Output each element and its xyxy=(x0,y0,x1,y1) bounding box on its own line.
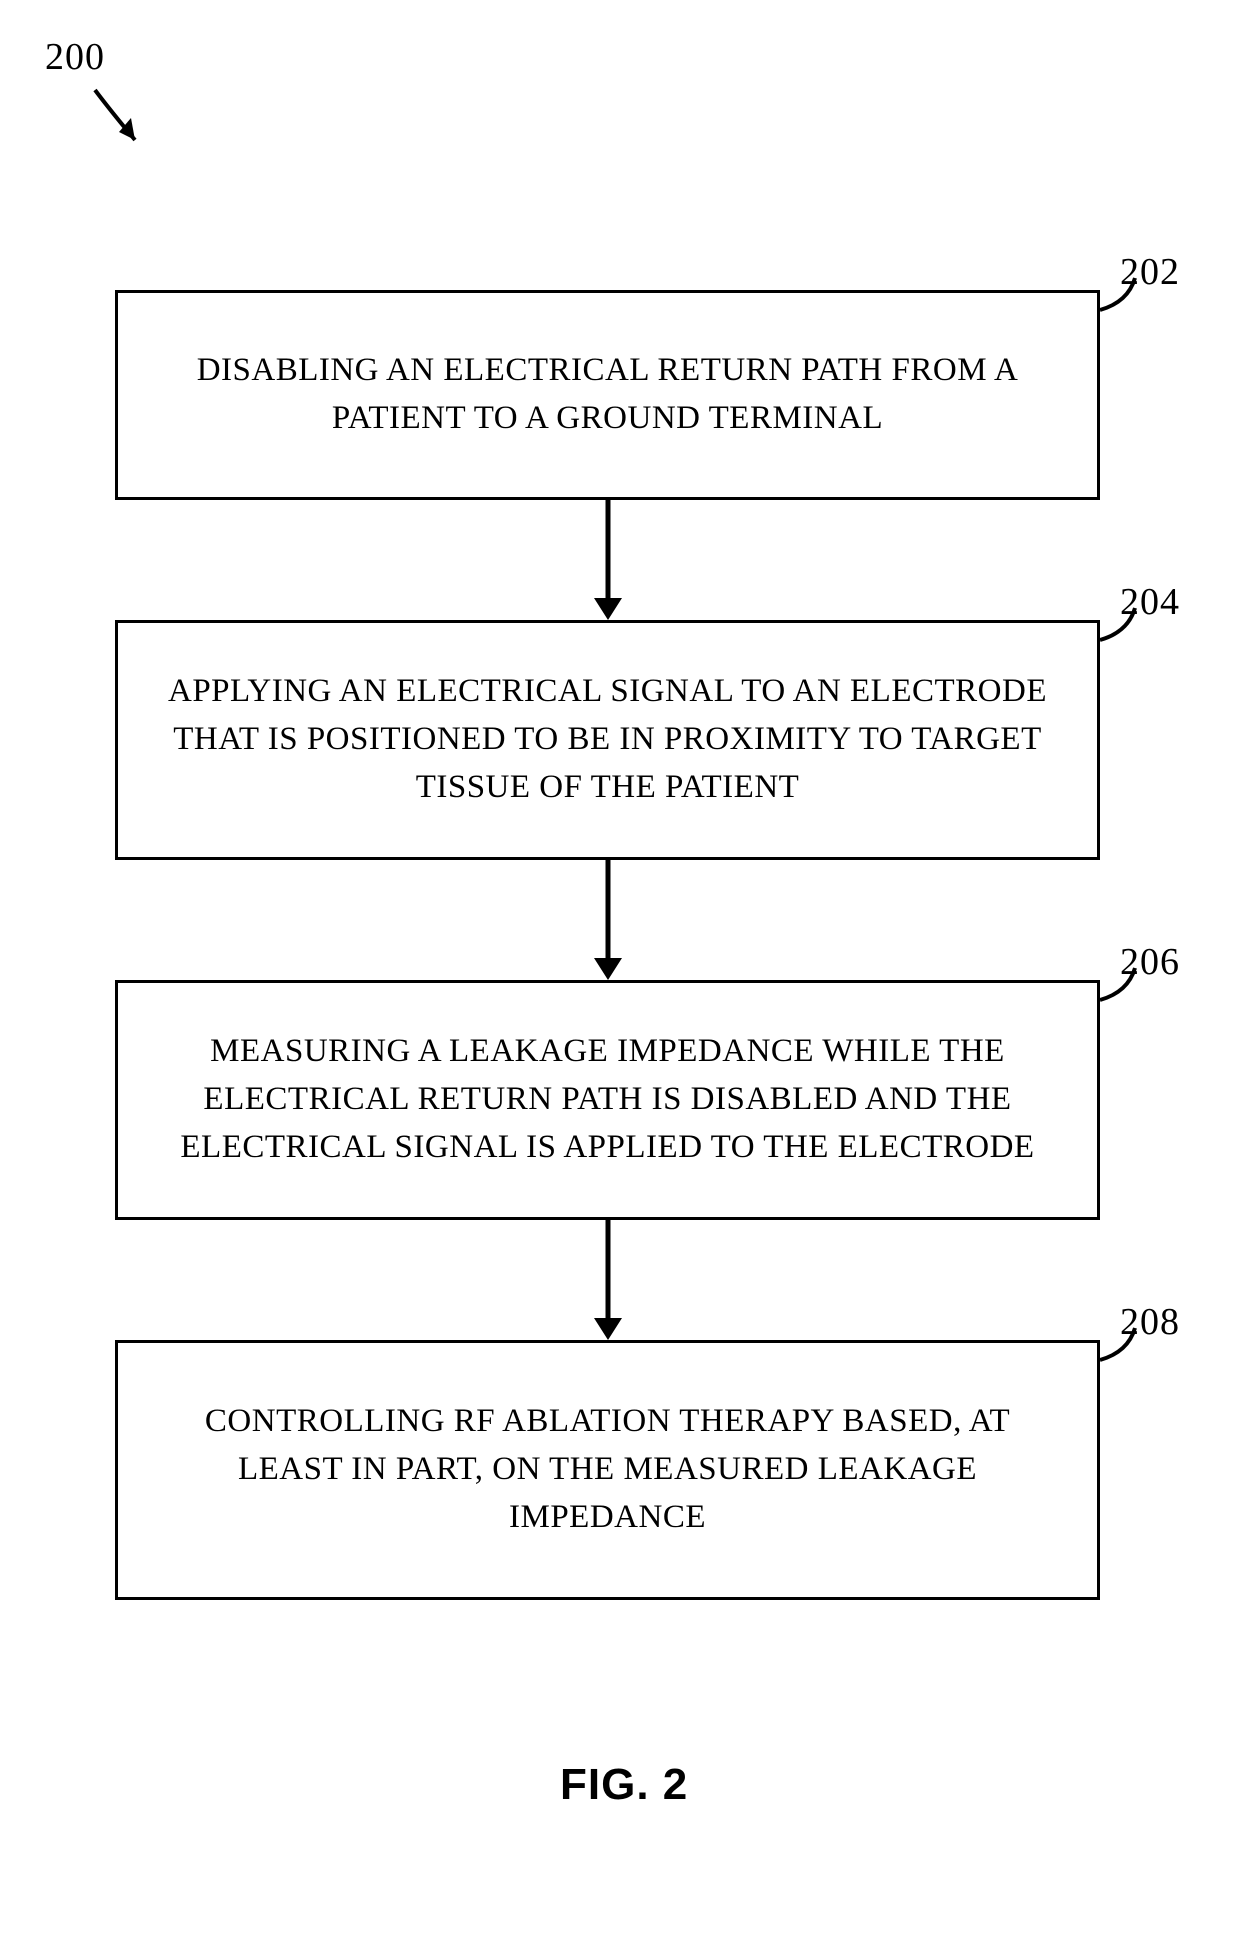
flow-step-208: CONTROLLING RF ABLATION THERAPY BASED, A… xyxy=(115,1340,1100,1600)
flow-step-204-text: APPLYING AN ELECTRICAL SIGNAL TO AN ELEC… xyxy=(158,668,1057,812)
arrow-206-to-208 xyxy=(594,1220,622,1340)
flow-step-206: MEASURING A LEAKAGE IMPEDANCE WHILE THE … xyxy=(115,980,1100,1220)
flow-step-206-text: MEASURING A LEAKAGE IMPEDANCE WHILE THE … xyxy=(158,1028,1057,1172)
flow-step-202-ref: 202 xyxy=(1120,250,1180,294)
figure-ref-number: 200 xyxy=(45,35,105,79)
arrow-202-to-204 xyxy=(594,500,622,620)
flow-step-206-ref: 206 xyxy=(1120,940,1180,984)
ref-200-arrow xyxy=(95,90,135,140)
figure-caption: FIG. 2 xyxy=(560,1760,688,1810)
flow-step-208-text: CONTROLLING RF ABLATION THERAPY BASED, A… xyxy=(158,1398,1057,1542)
flow-step-202-text: DISABLING AN ELECTRICAL RETURN PATH FROM… xyxy=(158,347,1057,443)
flow-step-204: APPLYING AN ELECTRICAL SIGNAL TO AN ELEC… xyxy=(115,620,1100,860)
arrow-204-to-206 xyxy=(594,860,622,980)
flow-step-202: DISABLING AN ELECTRICAL RETURN PATH FROM… xyxy=(115,290,1100,500)
flow-step-208-ref: 208 xyxy=(1120,1300,1180,1344)
flow-step-204-ref: 204 xyxy=(1120,580,1180,624)
